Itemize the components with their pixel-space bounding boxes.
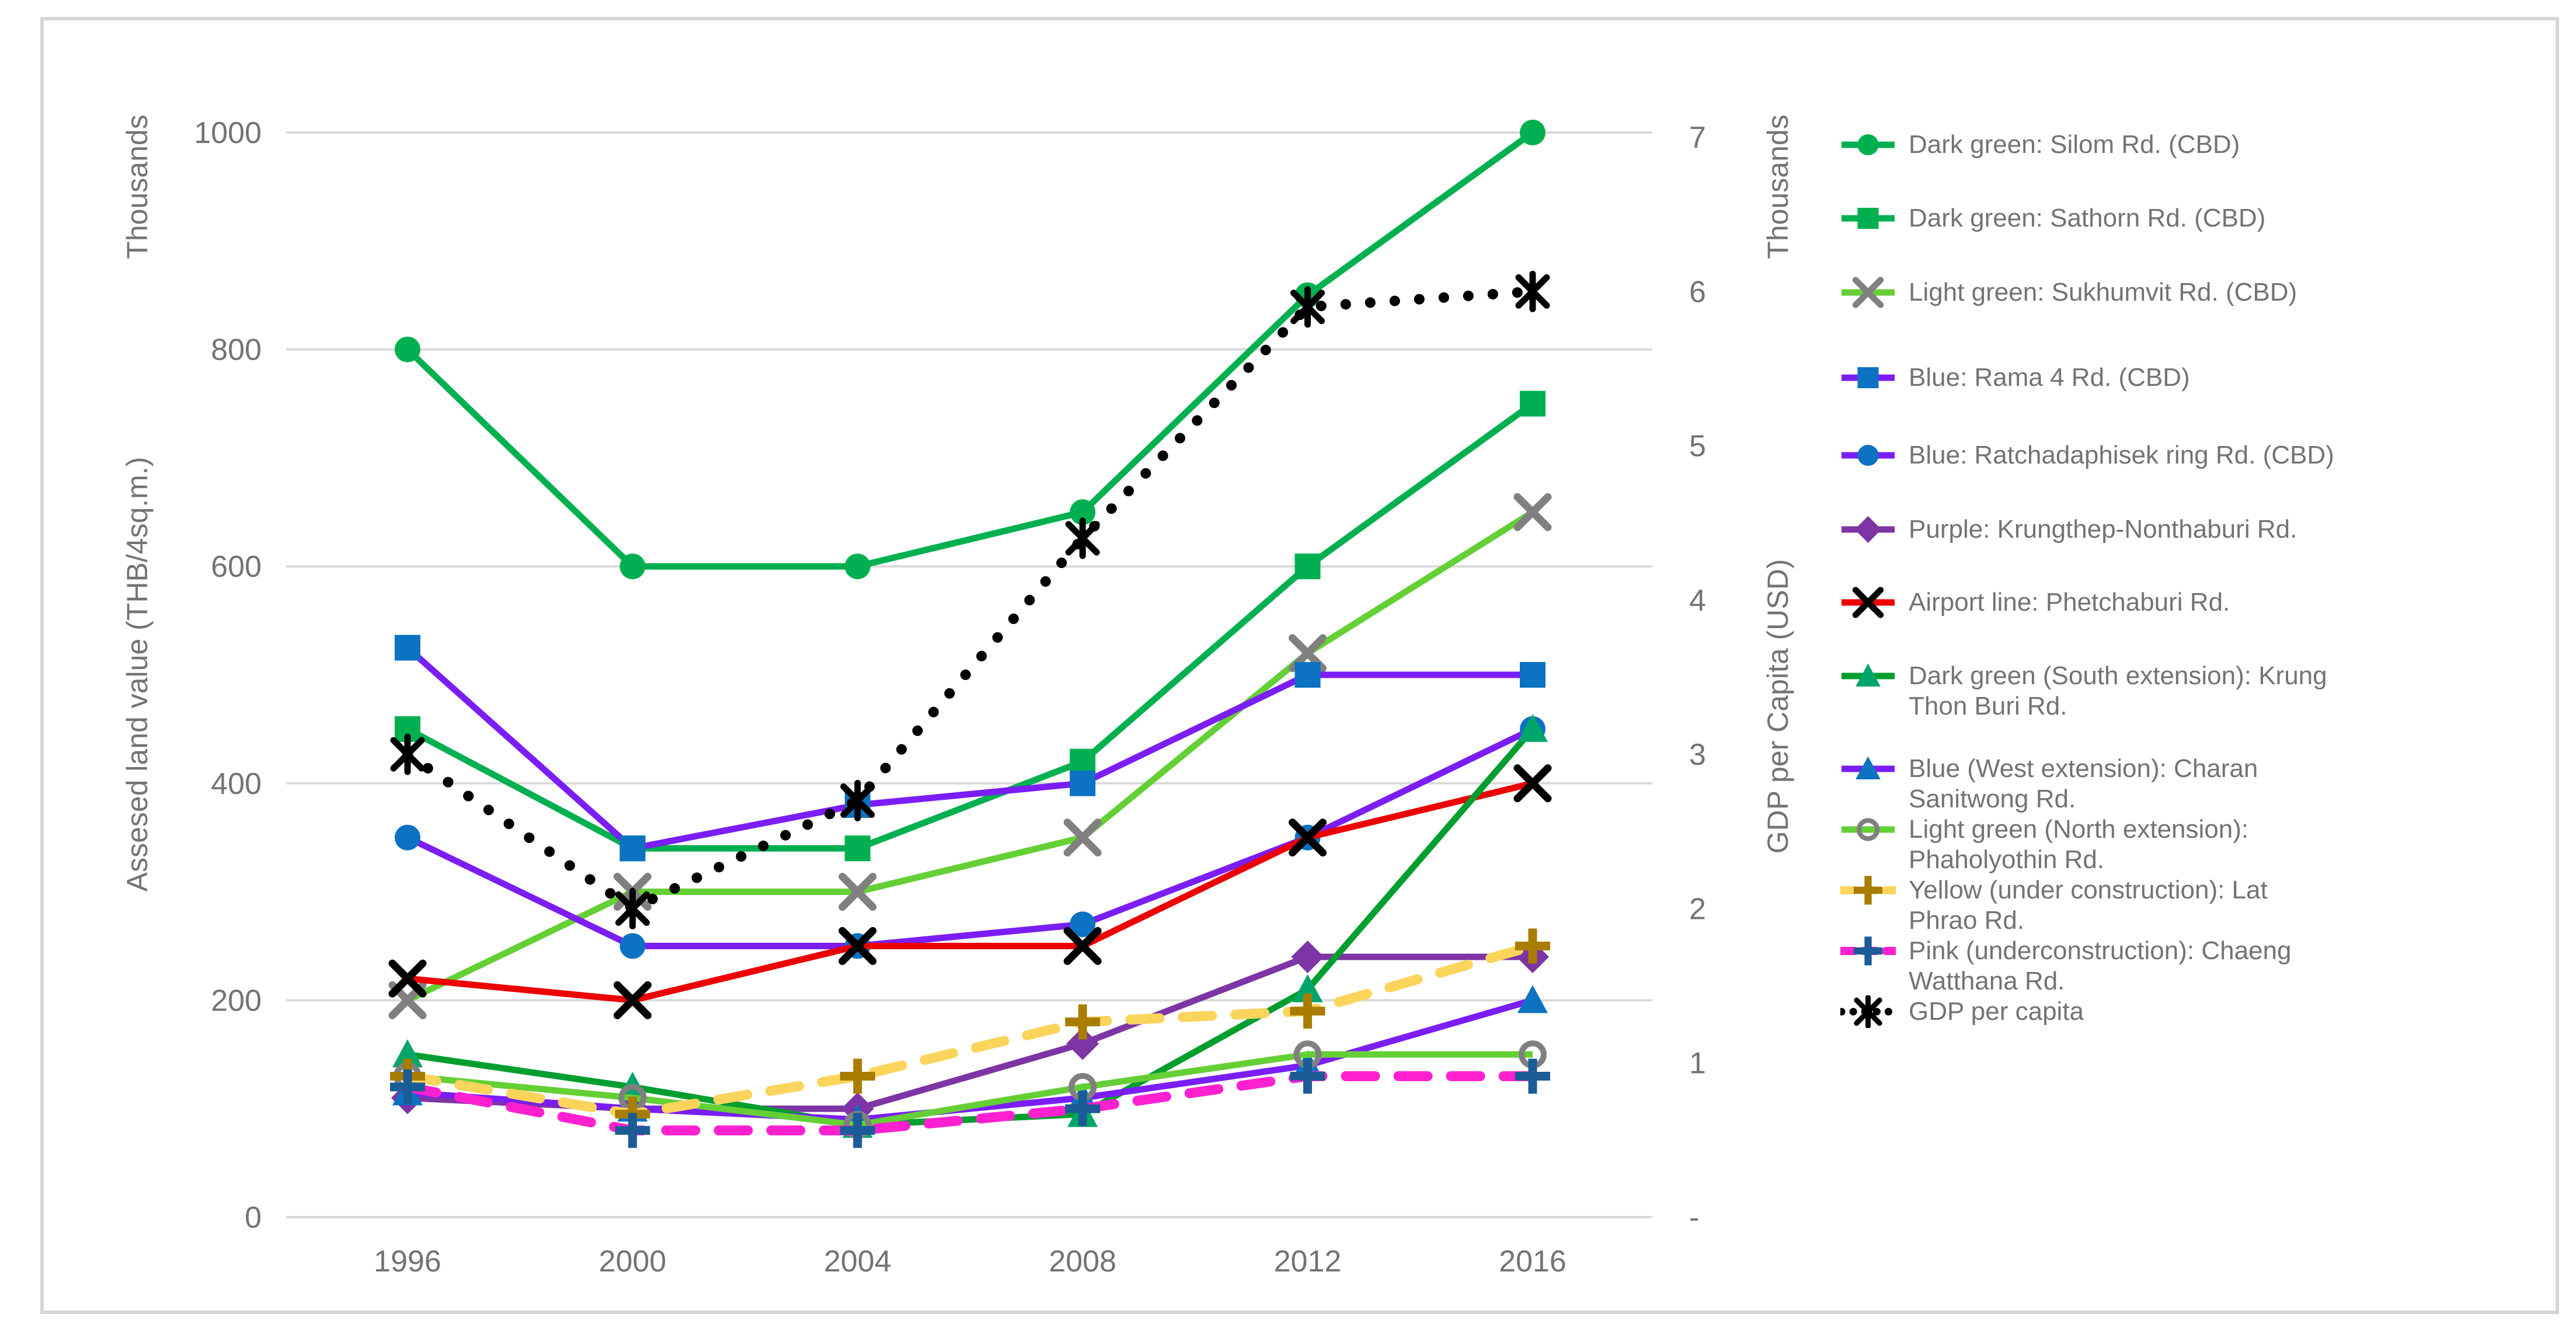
series-line-krung-thon-buri — [407, 727, 1536, 1128]
series-line-lat-phrao — [402, 941, 1538, 1119]
x-marker — [1063, 927, 1102, 965]
left-axis-units-label: Thousands — [121, 114, 154, 259]
right-axis-tick: - — [1689, 1201, 1699, 1235]
series-line-gdp-per-capita — [402, 286, 1538, 914]
plus-marker — [1065, 1091, 1101, 1127]
circle-marker — [619, 553, 646, 580]
asterisk-marker — [840, 779, 875, 821]
diamond-marker — [1291, 940, 1324, 974]
circle-marker — [395, 824, 420, 851]
left-axis-tick: 1000 — [194, 116, 262, 150]
asterisk-marker — [615, 887, 650, 929]
x-axis-tick-1996: 1996 — [374, 1245, 441, 1278]
series-line-ratchadaphisek — [406, 726, 1534, 949]
plus-marker — [615, 1113, 650, 1148]
left-axis-title: Assesed land value (THB/4sq.m.) — [121, 457, 154, 892]
square-marker — [1294, 662, 1321, 688]
series-line-rama4 — [405, 645, 1533, 852]
right-axis-tick: 1 — [1689, 1047, 1706, 1081]
circle-marker — [1520, 120, 1545, 145]
left-axis-tick: 800 — [211, 333, 262, 367]
square-marker — [844, 835, 871, 862]
series-krungthep-nonthaburi — [391, 940, 1549, 1126]
circle-marker — [1070, 499, 1096, 525]
x-marker — [1063, 818, 1102, 857]
series-line-phetchaburi — [407, 780, 1534, 1004]
x-marker — [838, 873, 877, 911]
x-axis-tick-2000: 2000 — [599, 1245, 667, 1278]
series-line-silom — [405, 130, 1535, 570]
right-axis-tick: 2 — [1689, 892, 1706, 926]
series-chaeng-watthana — [390, 1058, 1550, 1148]
right-axis-tick: 4 — [1689, 584, 1706, 618]
series-silom — [395, 120, 1545, 580]
right-axis-tick: 5 — [1689, 430, 1706, 464]
x-marker — [1513, 764, 1552, 803]
left-axis-tick: 600 — [211, 550, 262, 584]
asterisk-marker — [1290, 286, 1325, 328]
circle-marker — [395, 336, 420, 363]
right-axis-units-label: Thousands — [1762, 114, 1794, 259]
square-marker — [619, 835, 646, 862]
x-axis-tick-2004: 2004 — [824, 1245, 892, 1278]
triangle-marker — [1517, 985, 1548, 1013]
right-axis-tick: 3 — [1689, 738, 1706, 772]
left-axis-tick: 0 — [245, 1201, 262, 1235]
plus-marker — [1065, 1004, 1101, 1040]
plus-marker — [1515, 928, 1550, 964]
plus-marker — [1290, 993, 1325, 1029]
circle-marker — [619, 933, 646, 959]
circle-marker — [844, 553, 871, 580]
right-axis-tick: 7 — [1689, 121, 1706, 155]
triangle-marker — [392, 1039, 423, 1068]
asterisk-marker — [1515, 270, 1550, 312]
right-axis-tick: 6 — [1689, 275, 1706, 309]
plus-marker — [840, 1113, 875, 1148]
triangle-marker — [1517, 713, 1548, 742]
series-charan-sanitwong — [392, 985, 1548, 1133]
plus-marker — [390, 1069, 425, 1105]
plus-marker — [840, 1058, 875, 1094]
x-marker — [388, 959, 427, 998]
series-line-chaeng-watthana — [402, 1071, 1538, 1135]
plus-marker — [1290, 1058, 1325, 1094]
circle-marker — [1070, 911, 1096, 938]
asterisk-marker — [1065, 517, 1100, 559]
x-marker — [613, 981, 652, 1019]
series-line-krungthep-nonthaburi — [407, 953, 1533, 1112]
triangle-marker — [1292, 974, 1323, 1002]
x-axis-tick-2016: 2016 — [1499, 1245, 1567, 1278]
diamond-marker — [1066, 1027, 1099, 1060]
series-line-sukhumvit — [406, 509, 1534, 1004]
right-axis-title: GDP per Capita (USD) — [1762, 559, 1794, 854]
series-line-sathorn — [406, 401, 1535, 852]
left-axis-tick: 400 — [211, 767, 262, 801]
x-marker — [1513, 493, 1552, 531]
asterisk-marker — [390, 733, 425, 775]
x-marker — [1289, 818, 1327, 857]
square-marker — [1070, 770, 1096, 796]
square-marker — [395, 635, 420, 661]
x-axis-tick-2008: 2008 — [1049, 1245, 1116, 1278]
square-marker — [1520, 662, 1545, 688]
series-rama4 — [395, 635, 1545, 862]
square-marker — [1070, 748, 1096, 775]
series-phetchaburi — [388, 764, 1552, 1019]
square-marker — [1520, 391, 1545, 417]
square-marker — [1294, 553, 1321, 580]
series-gdp-per-capita — [390, 270, 1550, 929]
left-axis-tick: 200 — [211, 984, 262, 1018]
x-marker — [838, 927, 877, 965]
figure-border — [40, 17, 2559, 1314]
plus-marker — [1515, 1058, 1550, 1094]
x-axis-tick-2012: 2012 — [1274, 1245, 1342, 1278]
series-line-phaholyothin — [407, 1051, 1533, 1128]
